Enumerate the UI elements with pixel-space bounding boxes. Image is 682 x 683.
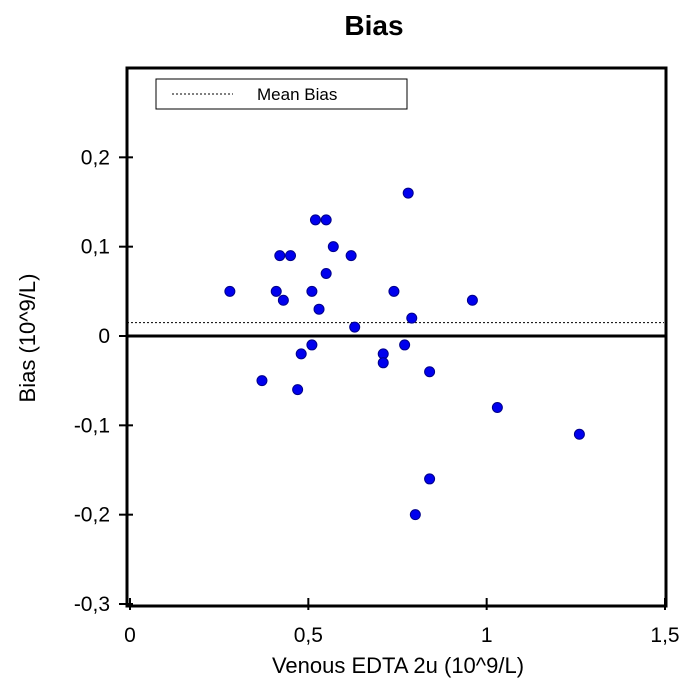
y-axis: 0,2 0,1 0 -0,1 -0,2 -0,3 — [74, 146, 133, 616]
legend: Mean Bias — [155, 78, 408, 110]
y-tick-label: -0,1 — [74, 414, 110, 437]
data-point — [277, 294, 289, 306]
data-point — [399, 339, 411, 351]
data-point — [406, 312, 418, 324]
data-point — [345, 250, 357, 262]
data-point — [388, 285, 400, 297]
x-tick-label: 0 — [124, 624, 136, 647]
data-point — [285, 250, 296, 262]
y-tick-label: 0,2 — [81, 146, 110, 169]
x-axis: 0 0,5 1 1,5 — [124, 598, 680, 647]
chart-title: Bias — [344, 10, 403, 41]
x-axis-label: Venous EDTA 2u (10^9/L) — [272, 653, 524, 678]
y-tick-label: 0 — [98, 325, 110, 348]
y-tick-label: -0,2 — [74, 504, 110, 527]
data-point — [424, 473, 436, 485]
data-point — [295, 348, 307, 360]
data-point — [292, 384, 304, 396]
data-point — [274, 250, 286, 262]
data-point — [306, 339, 318, 351]
data-point — [466, 294, 478, 306]
data-point — [377, 357, 389, 369]
data-point — [313, 303, 325, 315]
legend-mean-bias-label: Mean Bias — [257, 85, 337, 104]
data-points — [224, 187, 585, 521]
data-point — [349, 321, 361, 333]
data-point — [309, 214, 321, 226]
y-tick-label: 0,1 — [81, 236, 110, 259]
data-point — [424, 366, 436, 378]
x-tick-label: 1 — [481, 624, 493, 647]
data-point — [573, 428, 585, 440]
data-point — [320, 214, 332, 226]
data-point — [256, 375, 268, 387]
data-point — [224, 285, 236, 297]
x-tick-label: 1,5 — [650, 624, 679, 647]
data-point — [402, 187, 414, 199]
data-point — [491, 401, 503, 413]
y-axis-label: Bias (10^9/L) — [15, 274, 40, 403]
data-point — [270, 285, 282, 297]
data-point — [320, 267, 332, 279]
data-point — [327, 241, 339, 253]
x-tick-label: 0,5 — [294, 624, 323, 647]
data-point — [306, 285, 318, 297]
data-point — [409, 509, 421, 521]
y-tick-label: -0,3 — [74, 593, 110, 616]
